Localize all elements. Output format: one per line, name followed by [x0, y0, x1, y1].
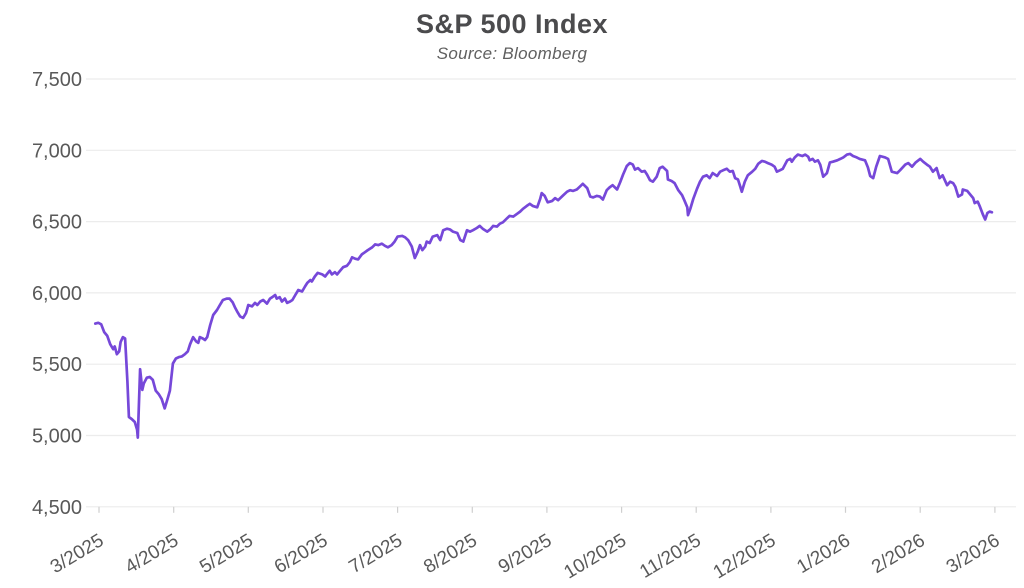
x-axis-tick-label: 11/2025 — [636, 530, 704, 583]
chart-subtitle: Source: Bloomberg — [436, 44, 588, 63]
y-axis-tick-label: 5,500 — [32, 354, 82, 376]
y-axis-tick-label: 4,500 — [32, 497, 82, 519]
x-axis-tick-label: 7/2025 — [346, 530, 407, 578]
y-axis-tick-label: 6,500 — [32, 212, 82, 234]
x-axis-tick-label: 4/2025 — [122, 530, 183, 578]
y-axis-tick-label: 7,000 — [32, 140, 82, 162]
y-axis-tick-label: 6,000 — [32, 283, 82, 305]
x-axis-tick-label: 5/2025 — [196, 530, 257, 578]
x-axis-tick-label: 3/2026 — [943, 530, 1004, 578]
y-axis-tick-label: 5,000 — [32, 426, 82, 448]
chart-title: S&P 500 Index — [415, 9, 609, 39]
x-axis-tick-label: 3/2025 — [47, 530, 108, 578]
sp500-line — [93, 152, 994, 439]
x-axis-tick-label: 9/2025 — [495, 530, 556, 578]
x-axis-tick-label: 10/2025 — [560, 530, 630, 583]
x-axis-tick-label: 2/2026 — [868, 530, 929, 578]
x-axis-tick-label: 12/2025 — [710, 530, 780, 583]
x-axis-tick-label: 1/2026 — [793, 530, 854, 578]
x-axis-tick-label: 6/2025 — [271, 530, 332, 578]
y-axis-tick-label: 7,500 — [32, 69, 82, 91]
x-axis-tick-label: 8/2025 — [420, 530, 481, 578]
